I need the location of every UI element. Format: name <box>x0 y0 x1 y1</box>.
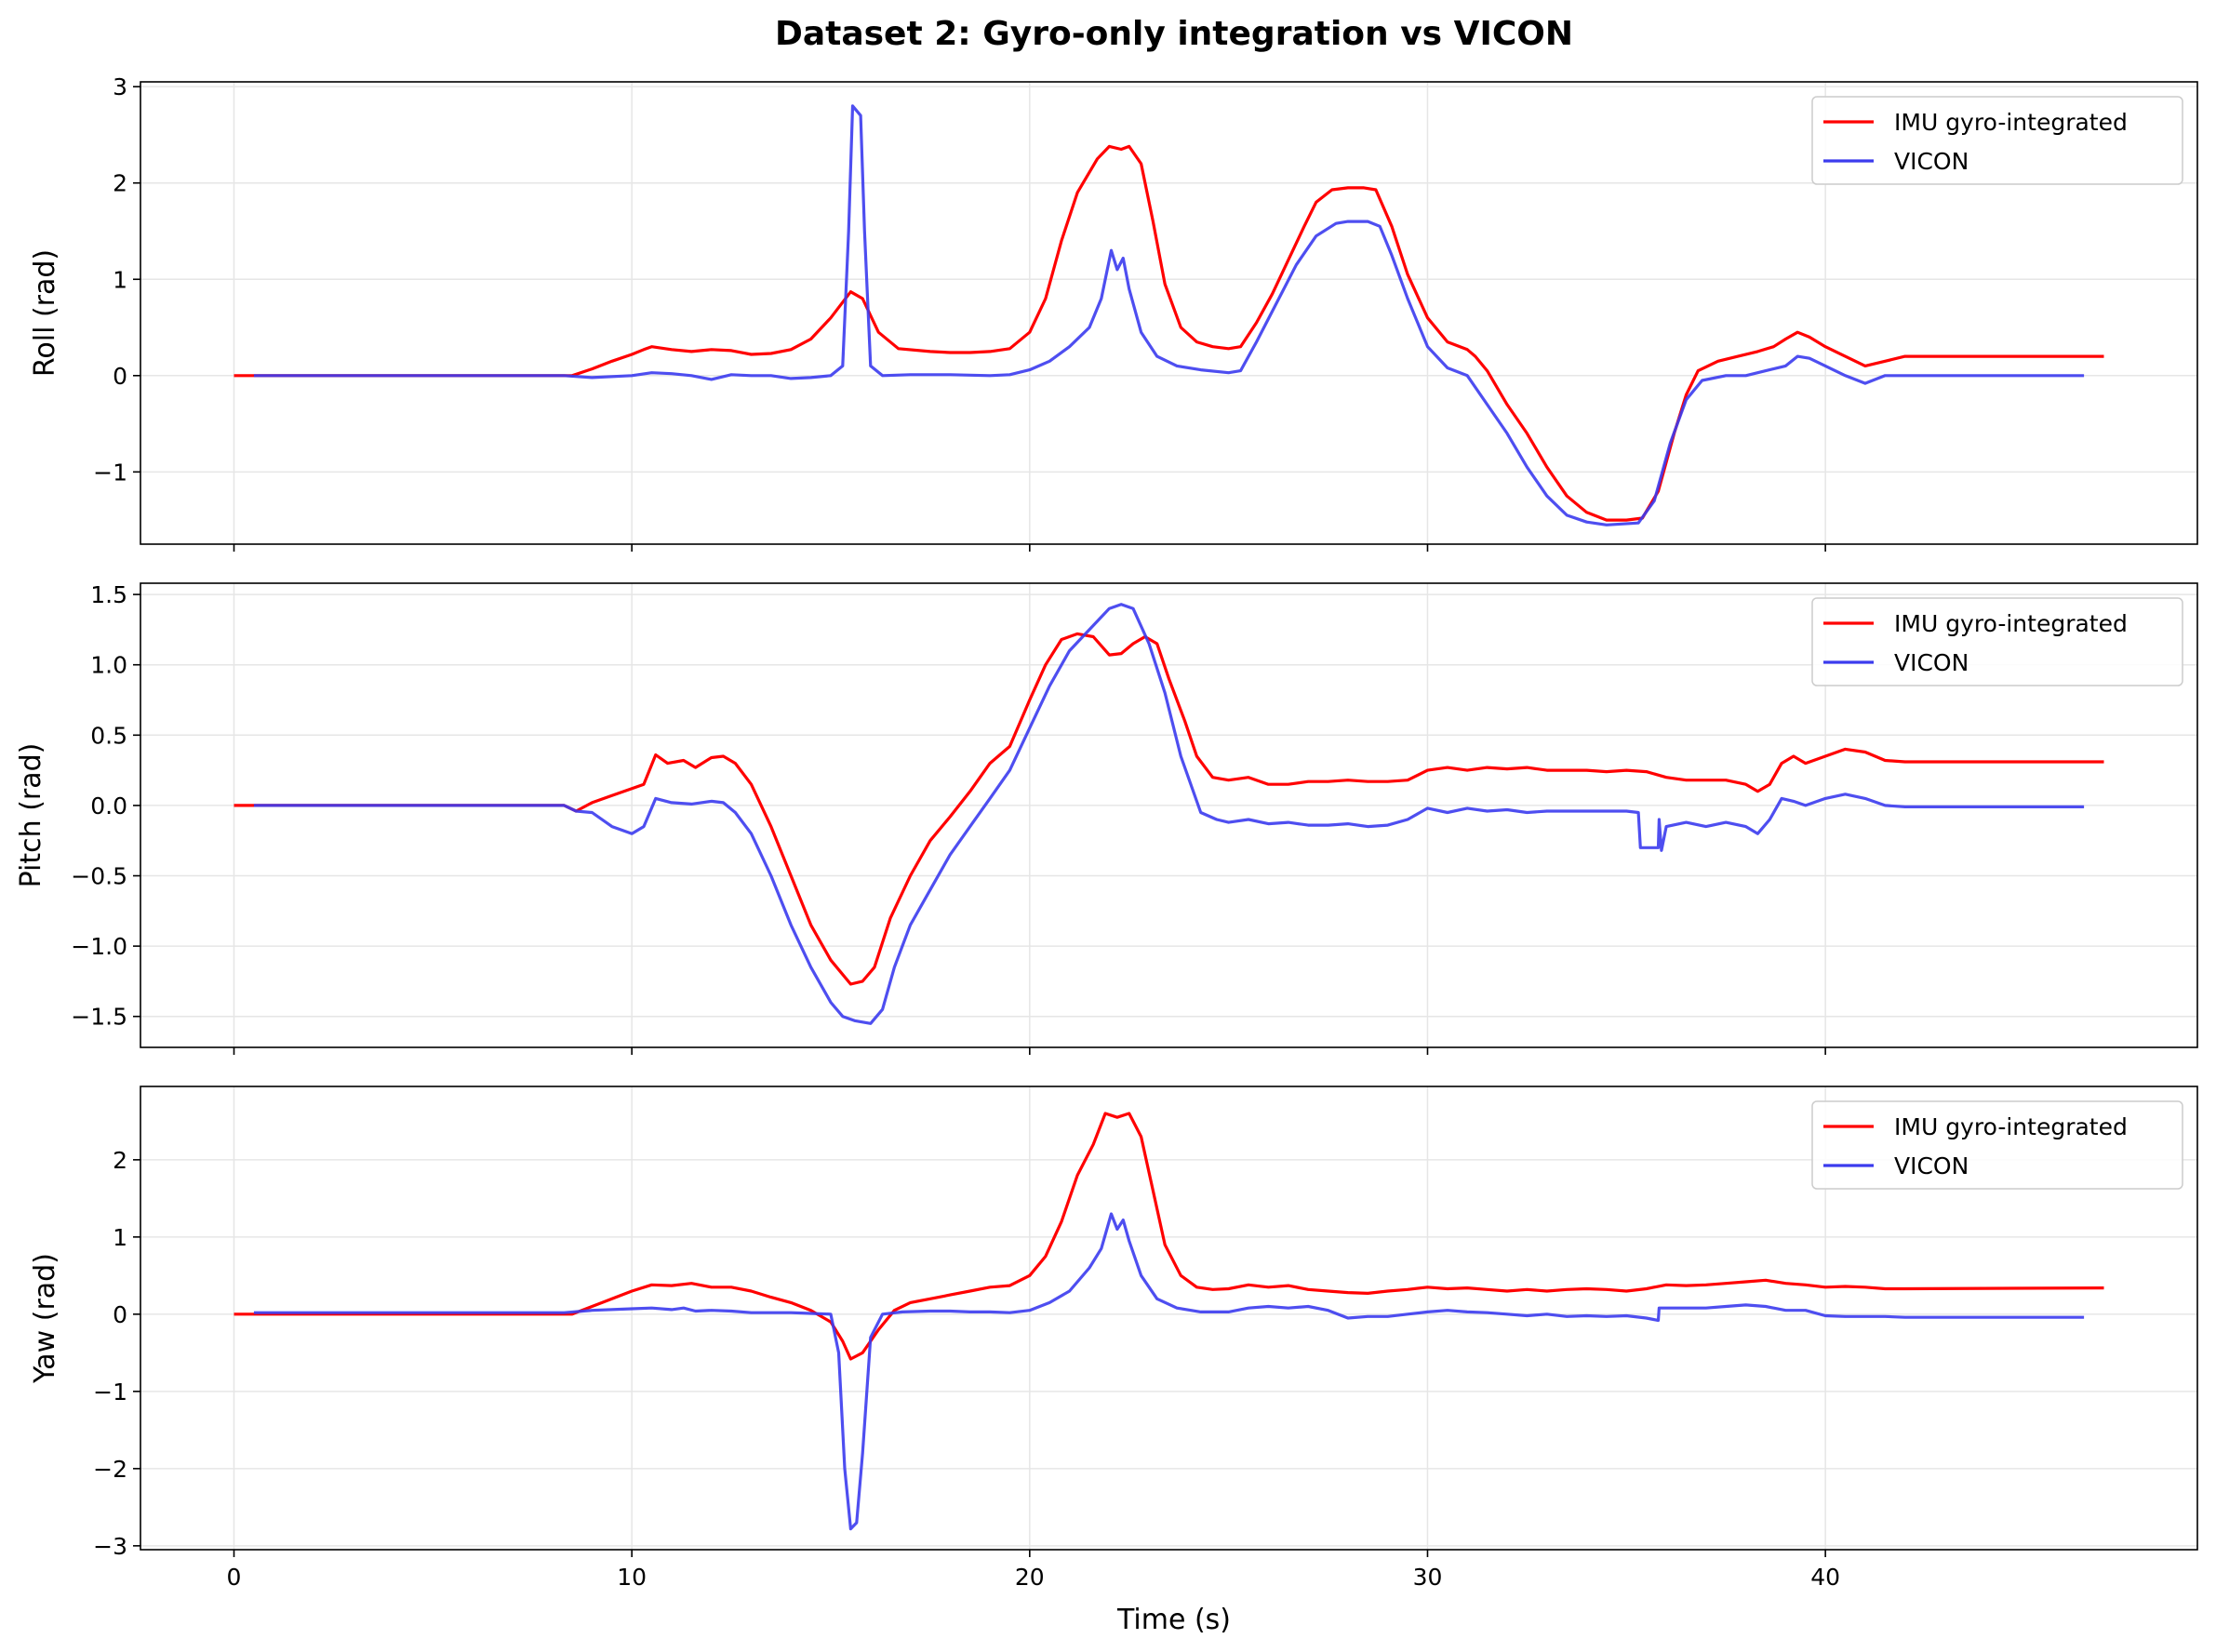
y-tick-label: −1 <box>93 459 127 486</box>
y-tick-label: 3 <box>113 73 127 100</box>
panel-frame <box>140 81 2198 545</box>
y-tick-label: −1 <box>93 1379 127 1406</box>
x-tick-label: 30 <box>1413 1564 1443 1591</box>
y-tick-label: −0.5 <box>71 863 127 890</box>
legend-box <box>1811 597 2183 686</box>
y-tick-label: 2 <box>113 170 127 197</box>
panel-2: −1.5 −1.0 −0.5 0.0 0.5 1.0 1.5 Pitch (rad) IMU g… <box>15 581 2198 1055</box>
chart-panels: −1 0 1 2 3 Roll (rad) IMU gyro-integrated VICON… <box>15 73 2198 1591</box>
y-tick-label: 2 <box>113 1147 127 1174</box>
legend-label-vicon: VICON <box>1894 148 1969 175</box>
y-tick-label: 0.0 <box>90 793 127 819</box>
legend-label-vicon: VICON <box>1894 1152 1969 1179</box>
legend: IMU gyro-integrated VICON <box>1811 1100 2183 1190</box>
y-axis-label: Roll (rad) <box>29 249 61 377</box>
y-tick-label: 0 <box>113 363 127 390</box>
y-tick-label: −1.0 <box>71 933 127 960</box>
series-group <box>234 104 2104 526</box>
y-tick-label: 1.0 <box>90 652 127 679</box>
legend-label-vicon: VICON <box>1894 649 1969 676</box>
y-tick-label: 1 <box>113 1224 127 1251</box>
y-tick-label: 0 <box>113 1301 127 1328</box>
y-tick-label: 1.5 <box>90 581 127 608</box>
x-tick-label: 20 <box>1015 1564 1045 1591</box>
legend-label-imu: IMU gyro-integrated <box>1894 610 2128 637</box>
legend-label-imu: IMU gyro-integrated <box>1894 1113 2128 1140</box>
imu-series-line <box>234 144 2104 522</box>
imu-series-line <box>234 632 2104 986</box>
y-tick-label: −1.5 <box>71 1004 127 1031</box>
panel-1: −1 0 1 2 3 Roll (rad) IMU gyro-integrated VICON <box>29 73 2198 552</box>
imu-series-line <box>234 1112 2104 1361</box>
x-tick-label: 10 <box>617 1564 647 1591</box>
y-tick-label: 0.5 <box>90 722 127 749</box>
panel-frame <box>140 1086 2198 1551</box>
vicon-series-line <box>253 603 2085 1025</box>
legend-box <box>1811 1100 2183 1190</box>
y-tick-label: 1 <box>113 266 127 293</box>
y-tick-label: −3 <box>93 1533 127 1560</box>
series-group <box>234 603 2104 1025</box>
y-axis-label: Yaw (rad) <box>29 1253 61 1384</box>
legend-box <box>1811 96 2183 185</box>
x-tick-label: 0 <box>227 1564 242 1591</box>
legend: IMU gyro-integrated VICON <box>1811 96 2183 185</box>
y-tick-label: −2 <box>93 1456 127 1483</box>
legend: IMU gyro-integrated VICON <box>1811 597 2183 686</box>
chart-title: Dataset 2: Gyro-only integration vs VICO… <box>775 15 1573 53</box>
legend-label-imu: IMU gyro-integrated <box>1894 109 2128 136</box>
y-axis-label: Pitch (rad) <box>15 743 47 888</box>
vicon-series-line <box>253 1212 2085 1531</box>
panel-frame <box>140 582 2198 1048</box>
vicon-series-line <box>253 104 2085 526</box>
x-axis-label: Time (s) <box>1116 1604 1231 1636</box>
x-tick-label: 40 <box>1810 1564 1840 1591</box>
series-group <box>234 1112 2104 1531</box>
